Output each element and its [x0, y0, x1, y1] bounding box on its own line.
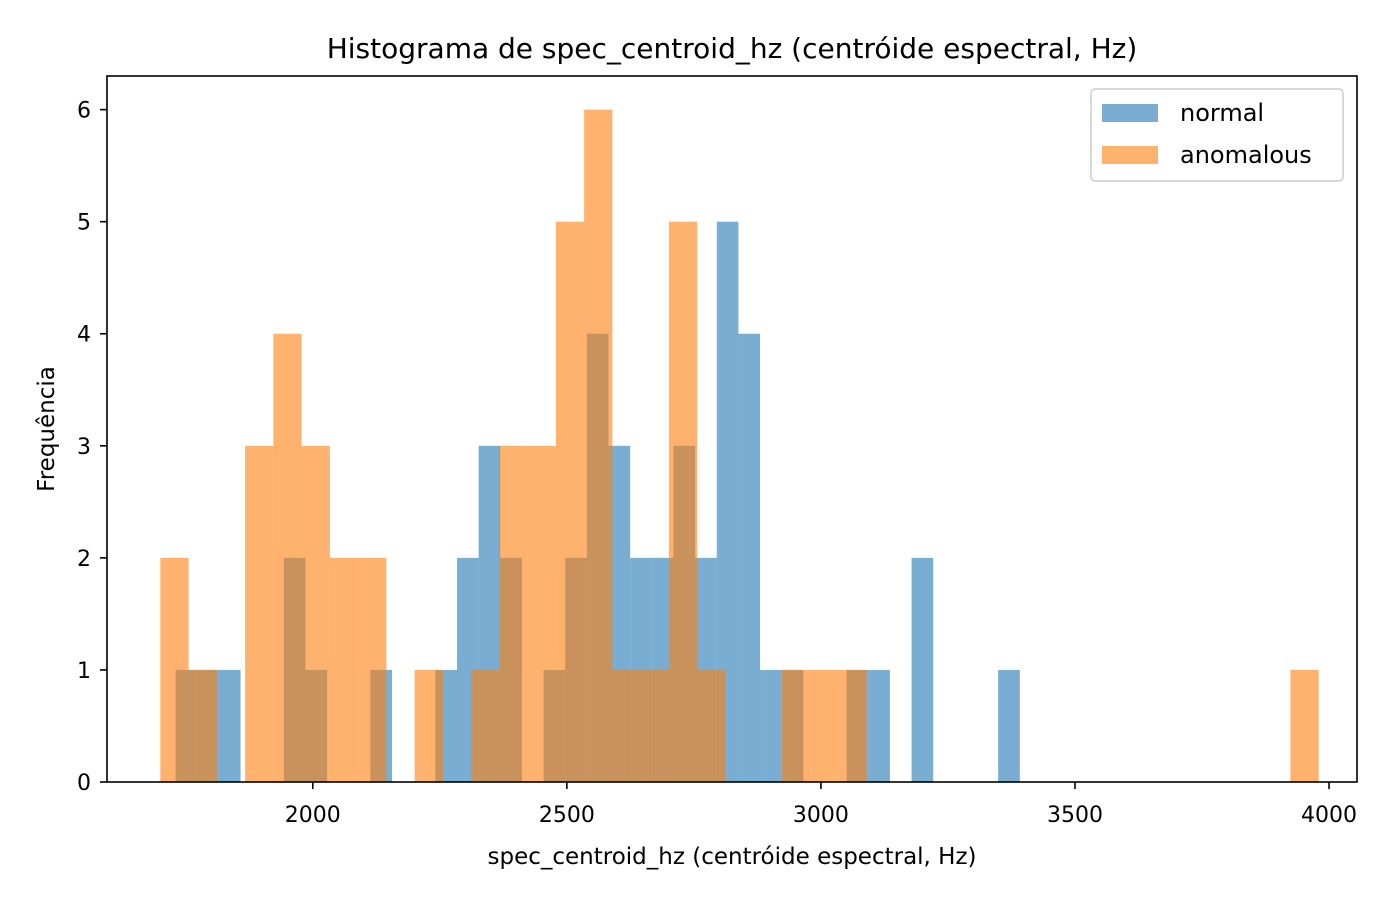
- chart-title: Histograma de spec_centroid_hz (centróid…: [327, 32, 1138, 65]
- y-axis-label: Frequência: [34, 366, 60, 492]
- x-tick-label: 2000: [285, 803, 341, 828]
- bar-anomalous: [188, 669, 217, 782]
- bar-anomalous: [781, 669, 811, 782]
- bar-anomalous: [1290, 669, 1319, 782]
- legend-swatch-anomalous: [1102, 146, 1158, 164]
- bar-anomalous: [668, 221, 698, 782]
- y-tick-label: 0: [77, 771, 91, 796]
- y-tick-label: 1: [77, 659, 91, 684]
- bar-anomalous: [810, 669, 839, 782]
- bar-anomalous: [245, 445, 274, 782]
- bar-normal: [716, 221, 739, 782]
- bar-normal: [760, 669, 782, 782]
- y-tick-label: 5: [77, 211, 91, 236]
- x-axis: 2000 2500 3000 3500 4000: [285, 782, 1357, 828]
- legend: normal anomalous: [1090, 88, 1344, 182]
- bar-anomalous: [471, 669, 500, 782]
- bar-anomalous: [273, 333, 302, 782]
- legend-swatch-normal: [1102, 104, 1158, 122]
- bar-normal: [998, 669, 1020, 782]
- bar-anomalous: [160, 557, 189, 782]
- plot-frame: [106, 75, 1358, 783]
- bar-anomalous: [414, 669, 443, 782]
- bar-anomalous: [555, 221, 585, 782]
- bar-anomalous: [697, 669, 726, 782]
- y-tick-label: 3: [77, 435, 91, 460]
- bar-normal: [868, 669, 890, 782]
- bar-anomalous: [838, 669, 867, 782]
- x-tick-label: 2500: [539, 803, 595, 828]
- bar-anomalous: [527, 445, 556, 782]
- bar-anomalous: [499, 445, 528, 782]
- bar-anomalous: [640, 669, 669, 782]
- bar-normal: [738, 333, 761, 782]
- x-axis-label: spec_centroid_hz (centróide espectral, H…: [487, 844, 976, 870]
- y-tick-label: 2: [77, 547, 91, 572]
- x-tick-label: 3000: [793, 803, 849, 828]
- series-anomalous-bars: [160, 109, 1319, 783]
- x-tick-label: 3500: [1047, 803, 1103, 828]
- legend-label-normal: normal: [1180, 99, 1264, 127]
- legend-label-anomalous: anomalous: [1180, 141, 1312, 169]
- x-tick-label: 4000: [1301, 803, 1357, 828]
- bar-anomalous: [584, 109, 613, 783]
- bar-normal: [911, 557, 934, 782]
- y-tick-label: 6: [77, 99, 91, 124]
- bar-anomalous: [329, 557, 359, 782]
- y-axis: 0 1 2 3 4 5 6: [77, 99, 107, 796]
- bar-anomalous: [612, 669, 641, 782]
- bar-anomalous: [358, 557, 387, 782]
- bar-anomalous: [301, 445, 330, 782]
- bar-normal: [218, 669, 241, 782]
- y-tick-label: 4: [77, 323, 91, 348]
